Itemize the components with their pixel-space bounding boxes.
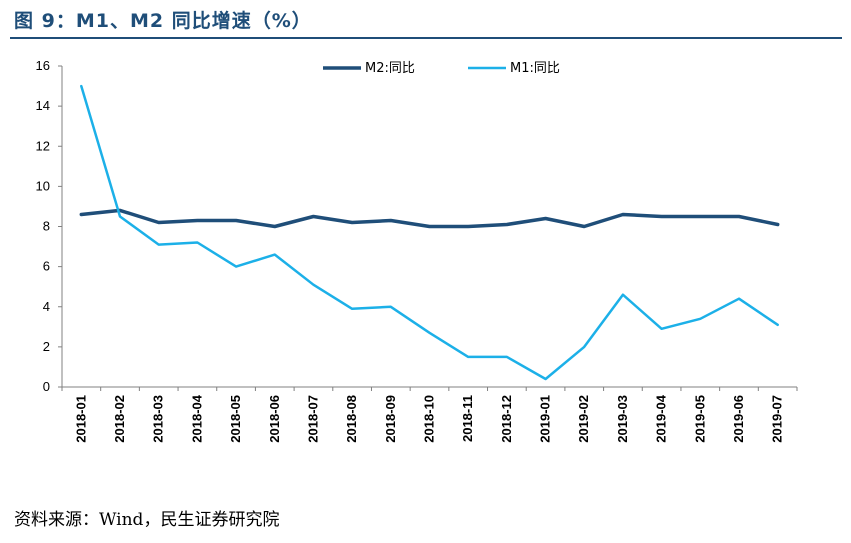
series-line-m2 (79, 208, 780, 229)
legend-label: M1:同比 (510, 61, 560, 76)
y-tick-label: 10 (36, 178, 50, 193)
y-tick-label: 4 (43, 299, 50, 314)
y-axis-ticks: 0 2 4 6 8 10 12 14 16 (36, 58, 62, 394)
y-tick-label: 12 (36, 138, 50, 153)
title-divider (10, 37, 842, 39)
chart-legend: M2:同比 M1:同比 (323, 61, 560, 76)
x-tick-label: 2019-03 (615, 395, 630, 443)
x-tick-label: 2018-11 (460, 395, 475, 442)
y-tick-label: 16 (36, 58, 50, 73)
figure-title: 图 9：M1、M2 同比增速（%） (14, 10, 312, 32)
x-tick-label: 2018-01 (73, 395, 88, 443)
x-tick-label: 2019-07 (770, 395, 785, 443)
x-tick-label: 2018-03 (151, 395, 166, 443)
y-tick-label: 8 (43, 219, 50, 234)
x-tick-label: 2018-05 (228, 395, 243, 443)
y-tick-label: 0 (43, 379, 50, 394)
y-tick-label: 6 (43, 259, 50, 274)
x-tick-label: 2018-07 (305, 395, 320, 443)
y-tick-label: 2 (43, 339, 50, 354)
x-tick-label: 2019-05 (692, 395, 707, 443)
x-axis-ticks: 2018-01 2018-02 2018-03 2018-04 2018-05 2018-… (61, 387, 798, 443)
x-tick-label: 2018-04 (189, 394, 204, 442)
x-tick-label: 2019-01 (538, 395, 553, 443)
legend-label: M2:同比 (365, 61, 415, 76)
x-tick-label: 2018-10 (422, 395, 437, 443)
series-line-m1 (80, 84, 779, 381)
x-tick-label: 2018-02 (112, 395, 127, 443)
y-tick-label: 14 (36, 98, 50, 113)
chart-series (79, 84, 780, 381)
source-note: 资料来源：Wind，民生证券研究院 (14, 510, 280, 530)
x-tick-label: 2018-12 (499, 395, 514, 443)
x-tick-label: 2018-09 (383, 395, 398, 443)
x-tick-label: 2018-06 (267, 395, 282, 443)
x-tick-label: 2019-04 (654, 394, 669, 442)
x-tick-label: 2018-08 (344, 395, 359, 443)
x-tick-label: 2019-06 (731, 395, 746, 443)
x-tick-label: 2019-02 (576, 395, 591, 443)
